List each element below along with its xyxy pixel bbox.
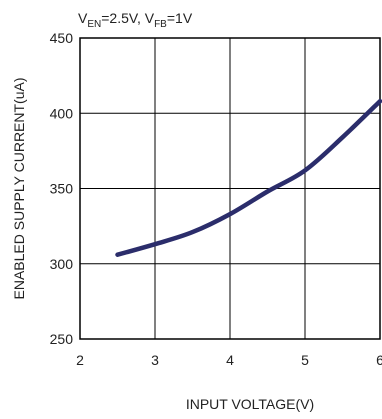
y-tick-label: 400: [50, 105, 74, 121]
plot-frame: [79, 37, 381, 340]
grid: [80, 38, 380, 339]
y-tick-label: 300: [50, 256, 74, 272]
x-tick-label: 5: [301, 352, 309, 368]
x-tick-label: 6: [376, 352, 382, 368]
x-tick-label: 3: [151, 352, 159, 368]
x-tick-label: 4: [226, 352, 234, 368]
y-axis-label: ENABLED SUPPLY CURRENT(uA): [11, 78, 27, 300]
x-tick-label: 2: [76, 352, 84, 368]
y-tick-label: 250: [50, 331, 74, 347]
y-tick-label: 450: [50, 30, 74, 46]
y-tick-label: 350: [50, 181, 74, 197]
x-axis-label: INPUT VOLTAGE(V): [186, 396, 314, 412]
chart-conditions: VEN=2.5V, VFB=1V: [78, 10, 193, 30]
series-line: [115, 98, 382, 257]
series: [115, 98, 382, 257]
tick-labels: 2 3 4 5 6 250 300 350 400 450: [50, 30, 382, 368]
